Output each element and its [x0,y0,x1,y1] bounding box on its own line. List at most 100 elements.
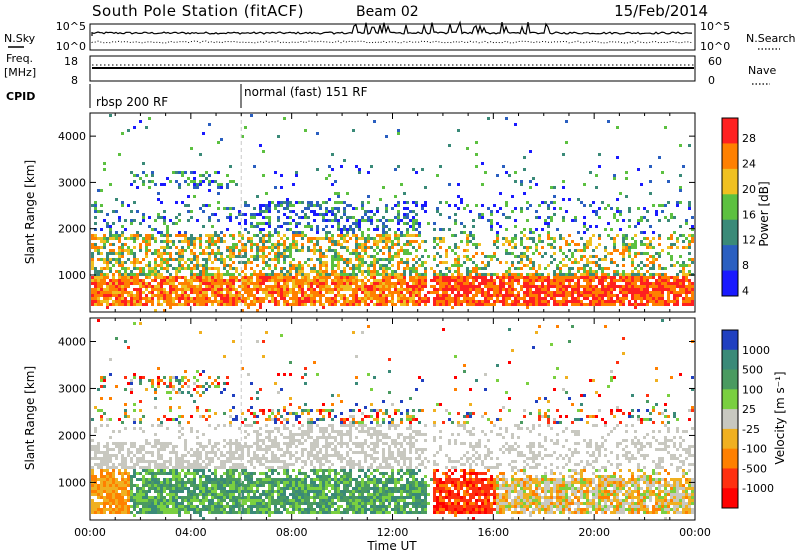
heatmap-cell [424,294,427,297]
heatmap-cell [340,237,343,240]
heatmap-cell [196,472,199,475]
heatmap-cell [331,153,334,156]
heatmap-cell [355,252,358,255]
heatmap-cell [121,225,124,228]
heatmap-cell [679,288,682,291]
heatmap-cell [439,240,442,243]
heatmap-cell [232,252,235,255]
heatmap-cell [664,279,667,282]
heatmap-cell [112,273,115,276]
heatmap-cell [343,258,346,261]
heatmap-cell [232,279,235,282]
heatmap-cell [199,243,202,246]
heatmap-cell [145,303,148,306]
heatmap-cell [457,267,460,270]
heatmap-cell [577,231,580,234]
heatmap-cell [217,303,220,306]
heatmap-cell [142,279,145,282]
heatmap-cell [346,279,349,282]
heatmap-cell [454,303,457,306]
heatmap-cell [226,255,229,258]
heatmap-cell [220,466,223,469]
heatmap-cell [277,219,280,222]
heatmap-cell [196,291,199,294]
heatmap-cell [193,400,196,403]
heatmap-cell [208,439,211,442]
heatmap-cell [223,240,226,243]
heatmap-cell [145,469,148,472]
heatmap-cell [208,279,211,282]
heatmap-cell [439,270,442,273]
heatmap-cell [151,469,154,472]
heatmap-cell [667,282,670,285]
heatmap-cell [136,258,139,261]
heatmap-cell [118,297,121,300]
heatmap-cell [334,285,337,288]
heatmap-cell [628,225,631,228]
heatmap-cell [499,294,502,297]
heatmap-cell [649,165,652,168]
heatmap-cell [418,294,421,297]
heatmap-cell [283,261,286,264]
heatmap-cell [271,270,274,273]
heatmap-cell [109,511,112,514]
heatmap-cell [154,258,157,261]
heatmap-cell [493,294,496,297]
heatmap-cell [562,186,565,189]
heatmap-cell [250,261,253,264]
heatmap-cell [103,505,106,508]
heatmap-cell [574,288,577,291]
heatmap-cell [286,291,289,294]
heatmap-cell [262,243,265,246]
heatmap-cell [649,192,652,195]
heatmap-cell [586,264,589,267]
heatmap-cell [124,376,127,379]
heatmap-cell [547,285,550,288]
heatmap-cell [670,234,673,237]
heatmap-cell [184,261,187,264]
heatmap-cell [160,457,163,460]
heatmap-cell [229,165,232,168]
heatmap-cell [643,207,646,210]
heatmap-cell [376,282,379,285]
heatmap-cell [688,144,691,147]
heatmap-cell [190,466,193,469]
heatmap-cell [625,243,628,246]
heatmap-cell [655,297,658,300]
heatmap-cell [577,261,580,264]
heatmap-cell [154,252,157,255]
heatmap-cell [409,297,412,300]
heatmap-cell [208,234,211,237]
heatmap-cell [532,267,535,270]
heatmap-cell [400,279,403,282]
heatmap-cell [649,276,652,279]
heatmap-cell [682,165,685,168]
heatmap-cell [331,267,334,270]
heatmap-cell [136,300,139,303]
heatmap-cell [355,246,358,249]
heatmap-cell [553,237,556,240]
heatmap-cell [451,249,454,252]
heatmap-cell [547,237,550,240]
heatmap-cell [454,243,457,246]
heatmap-cell [541,282,544,285]
heatmap-cell [331,210,334,213]
heatmap-cell [439,201,442,204]
heatmap-cell [199,294,202,297]
heatmap-cell [97,285,100,288]
heatmap-cell [208,493,211,496]
heatmap-cell [394,288,397,291]
heatmap-cell [283,273,286,276]
heatmap-cell [112,234,115,237]
heatmap-cell [184,234,187,237]
heatmap-cell [535,273,538,276]
heatmap-cell [460,282,463,285]
heatmap-cell [538,240,541,243]
heatmap-cell [259,222,262,225]
heatmap-cell [262,222,265,225]
heatmap-cell [274,207,277,210]
heatmap-cell [151,382,154,385]
heatmap-cell [232,294,235,297]
heatmap-cell [100,466,103,469]
heatmap-cell [688,252,691,255]
